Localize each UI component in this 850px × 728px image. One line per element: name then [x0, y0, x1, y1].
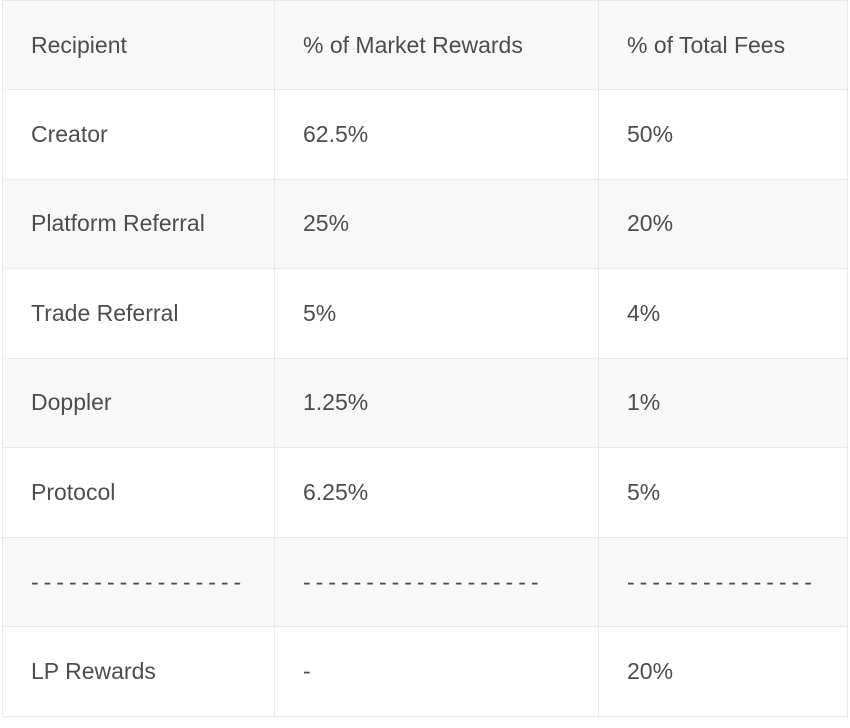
table-row-doppler: Doppler 1.25% 1% — [2, 357, 848, 449]
table-row-protocol: Protocol 6.25% 5% — [2, 447, 848, 538]
table-row-lp-rewards: LP Rewards - 20% — [2, 626, 848, 717]
table-cell-recipient: Protocol — [2, 447, 275, 538]
table-cell-market-rewards: 1.25% — [274, 357, 599, 449]
table-row-trade-referral: Trade Referral 5% 4% — [2, 268, 848, 359]
table-row-platform-referral: Platform Referral 25% 20% — [2, 178, 848, 270]
separator-cell: --------------- — [598, 536, 848, 628]
header-row: Recipient % of Market Rewards % of Total… — [2, 0, 848, 90]
table-cell-recipient: Platform Referral — [2, 178, 275, 270]
table-cell-market-rewards: 5% — [274, 268, 599, 359]
column-header-recipient: Recipient — [2, 0, 275, 90]
table-cell-total-fees: 20% — [598, 178, 848, 270]
table-cell-recipient: LP Rewards — [2, 626, 275, 717]
table-cell-market-rewards: 25% — [274, 178, 599, 270]
table-row-creator: Creator 62.5% 50% — [2, 89, 848, 180]
separator-cell: ------------------- — [274, 536, 599, 628]
table-cell-total-fees: 50% — [598, 89, 848, 180]
table-cell-recipient: Trade Referral — [2, 268, 275, 359]
separator-row: ----------------- ------------------- --… — [2, 536, 848, 628]
table-cell-recipient: Doppler — [2, 357, 275, 449]
table-cell-market-rewards: 62.5% — [274, 89, 599, 180]
table-cell-total-fees: 1% — [598, 357, 848, 449]
table-cell-market-rewards: 6.25% — [274, 447, 599, 538]
table-cell-recipient: Creator — [2, 89, 275, 180]
table-cell-total-fees: 5% — [598, 447, 848, 538]
column-header-market-rewards: % of Market Rewards — [274, 0, 599, 90]
table-cell-market-rewards: - — [274, 626, 599, 717]
column-header-total-fees: % of Total Fees — [598, 0, 848, 90]
table-cell-total-fees: 20% — [598, 626, 848, 717]
separator-cell: ----------------- — [2, 536, 275, 628]
table-cell-total-fees: 4% — [598, 268, 848, 359]
